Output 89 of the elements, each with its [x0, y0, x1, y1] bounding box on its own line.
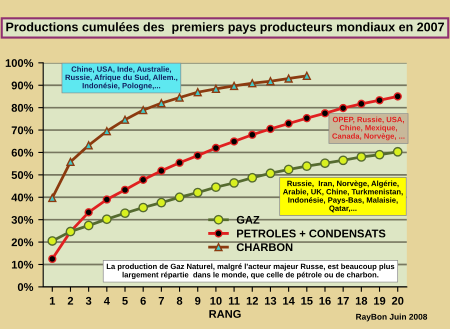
y-tick-label: 30%	[11, 216, 34, 224]
x-tick-label: 15	[301, 297, 313, 305]
point	[157, 99, 166, 108]
y-tick-label: 100%	[6, 59, 34, 67]
point	[175, 158, 184, 167]
point	[102, 195, 111, 204]
legend-label: GAZ	[236, 216, 260, 224]
point	[247, 172, 258, 183]
y-tick-label: 20%	[12, 238, 34, 246]
point	[284, 164, 294, 174]
point	[120, 186, 130, 194]
y-tick-label: 70%	[12, 126, 34, 134]
point	[66, 158, 75, 166]
x-tick-label: 16	[320, 296, 331, 305]
point	[47, 236, 58, 246]
point	[357, 100, 366, 108]
y-tick-label: 40%	[11, 194, 34, 202]
point	[320, 109, 330, 118]
point	[375, 96, 384, 104]
point	[302, 114, 311, 122]
point	[194, 88, 202, 96]
x-tick-label: 8	[176, 296, 182, 305]
chart-title: Productions cumulées des premiers pays producteurs mondiaux en 2007	[6, 22, 444, 34]
point	[394, 92, 402, 101]
y-tick-label: 90%	[12, 82, 34, 90]
point	[392, 146, 403, 157]
x-tick-label: 3	[86, 296, 92, 305]
y-tick-label: 10%	[12, 260, 34, 269]
point	[266, 77, 275, 86]
point	[339, 104, 348, 112]
x-tick-label: 5	[122, 297, 128, 305]
point	[175, 93, 184, 102]
point	[230, 137, 238, 146]
x-tick-label: 12	[246, 296, 258, 305]
point	[266, 124, 275, 134]
x-tick-label: 17	[338, 297, 349, 305]
y-tick-label: 0%	[18, 283, 34, 292]
point	[302, 72, 311, 80]
point	[230, 82, 238, 90]
point	[102, 214, 112, 224]
point	[248, 79, 256, 88]
point	[194, 151, 202, 160]
point	[120, 208, 130, 218]
point	[48, 254, 56, 264]
y-tick-label: 50%	[12, 171, 34, 179]
point	[84, 220, 94, 230]
x-tick-label: 1	[50, 297, 56, 305]
point	[156, 198, 166, 208]
point	[374, 150, 384, 160]
point	[102, 127, 111, 136]
point	[302, 161, 312, 171]
legend-label: PETROLES + CONDENSATS	[237, 230, 386, 238]
x-tick-label: 14	[283, 297, 295, 305]
point	[284, 74, 293, 83]
point	[211, 182, 221, 192]
point	[320, 158, 330, 168]
point	[120, 116, 130, 124]
point	[157, 166, 166, 175]
point	[248, 130, 256, 139]
point	[212, 84, 220, 93]
point	[229, 178, 239, 188]
point	[356, 152, 366, 162]
x-tick-label: 18	[356, 296, 368, 305]
point	[192, 188, 203, 198]
x-tick-label: 4	[104, 297, 110, 305]
x-tick-label: 13	[264, 296, 276, 305]
point	[138, 202, 148, 212]
x-axis-title: RANG	[209, 310, 241, 318]
point	[84, 208, 93, 216]
point	[266, 168, 276, 178]
point	[212, 144, 220, 152]
point	[284, 119, 293, 128]
point	[338, 155, 348, 166]
point	[139, 106, 148, 114]
text: RayBon Juin 2008	[356, 314, 428, 322]
x-tick-label: 2	[68, 296, 74, 305]
y-tick-label: 60%	[12, 148, 34, 157]
x-tick-label: 6	[140, 296, 146, 305]
x-tick-label: 9	[195, 296, 200, 305]
point	[139, 176, 148, 184]
x-tick-label: 20	[392, 296, 404, 305]
x-tick-label: 10	[210, 296, 222, 305]
x-tick-label: 19	[374, 296, 386, 305]
point	[48, 194, 56, 202]
x-tick-label: 11	[228, 297, 240, 305]
legend-label: CHARBON	[236, 243, 292, 252]
y-tick-label: 80%	[12, 104, 34, 112]
x-tick-label: 7	[158, 297, 164, 305]
point	[174, 192, 184, 202]
